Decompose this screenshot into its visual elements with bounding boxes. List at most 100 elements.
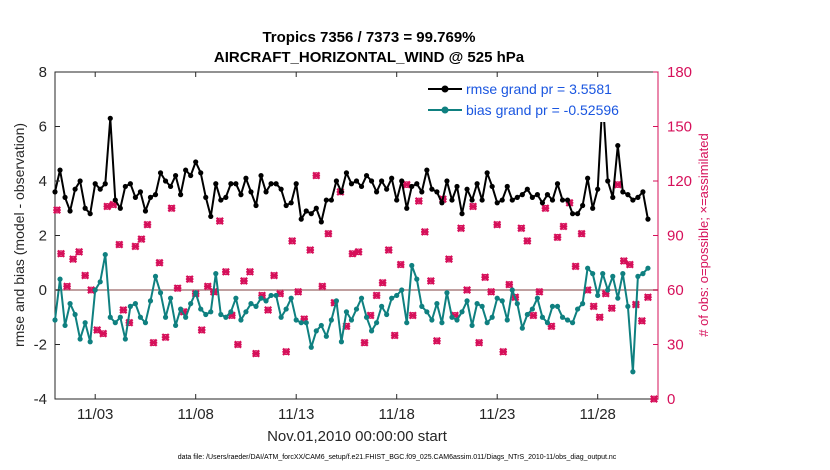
rmse-point (173, 172, 179, 179)
rmse-point (258, 172, 264, 179)
rmse-point (363, 172, 370, 179)
rmse-point (580, 202, 586, 209)
rmse-point (353, 178, 360, 184)
bias-point (414, 276, 420, 282)
obs-assimilated-marker (517, 224, 526, 233)
obs-assimilated-marker (396, 260, 405, 269)
rmse-point (298, 216, 304, 222)
obs-assimilated-marker (99, 329, 108, 338)
rmse-point (318, 219, 324, 225)
obs-assimilated-marker (173, 284, 182, 293)
rmse-point (278, 186, 284, 192)
x-tick-label: 11/13 (278, 406, 314, 423)
obs-assimilated-marker (523, 236, 532, 245)
bias-point (92, 287, 98, 293)
rmse-point (519, 192, 525, 198)
rmse-point (635, 194, 641, 200)
rmse-point (494, 200, 500, 206)
bias-point (333, 298, 339, 304)
obs-assimilated-marker (282, 347, 291, 356)
rmse-point (67, 208, 73, 214)
rmse-point (429, 186, 435, 192)
obs-assimilated-marker (306, 246, 315, 255)
rmse-point (213, 181, 219, 187)
y-axis-right-label: # of obs: o=possible; ×=assimilated (696, 133, 711, 336)
rmse-point (469, 197, 475, 203)
obs-assimilated-marker (119, 306, 128, 314)
rmse-point (188, 172, 194, 179)
rmse-point (82, 205, 88, 211)
y-tick-label: -4 (34, 391, 47, 408)
rmse-point (404, 205, 410, 211)
obs-assimilated-marker (215, 216, 224, 225)
bias-point (645, 265, 651, 271)
rmse-point (328, 197, 334, 203)
chart-title: Tropics 7356 / 7373 = 99.769% (262, 29, 475, 46)
bias-point (439, 320, 445, 326)
bias-point (218, 311, 224, 318)
obs-assimilated-marker (637, 316, 646, 325)
rmse-point (399, 178, 405, 184)
bias-point (494, 295, 500, 301)
bias-point (399, 287, 405, 293)
obs-assimilated-marker (312, 171, 321, 180)
obs-assimilated-marker (93, 325, 102, 334)
rmse-point (620, 189, 626, 195)
bias-point (620, 271, 626, 277)
rmse-point (203, 194, 209, 200)
rmse-point (218, 197, 224, 203)
rmse-point (147, 194, 154, 200)
obs-assimilated-marker (469, 202, 478, 211)
bias-point (564, 317, 571, 323)
bias-point (323, 333, 329, 339)
bias-point (449, 314, 455, 320)
rmse-point (499, 197, 505, 203)
rmse-point (559, 197, 566, 203)
obs-assimilated-marker (197, 325, 206, 334)
rmse-point (625, 192, 631, 198)
bias-point (454, 317, 460, 323)
rmse-point (569, 211, 576, 217)
y-right-tick-label: 150 (667, 119, 692, 136)
rmse-point (142, 208, 149, 214)
obs-assimilated-marker (131, 242, 140, 251)
x-tick-label: 11/08 (177, 406, 213, 423)
rmse-point (379, 178, 385, 184)
obs-assimilated-marker (432, 336, 441, 345)
obs-assimilated-marker (426, 276, 435, 285)
obs-assimilated-marker (203, 282, 212, 291)
rmse-point (479, 197, 485, 203)
obs-assimilated-marker (541, 204, 550, 213)
bias-point (173, 322, 179, 329)
bias-point (162, 314, 169, 320)
rmse-point (414, 181, 420, 187)
bias-point (363, 314, 370, 320)
bias-point (544, 320, 551, 326)
bias-point (223, 314, 229, 320)
bias-point (514, 301, 520, 307)
bias-point (137, 314, 144, 320)
bias-point (474, 301, 480, 307)
obs-assimilated-marker (402, 180, 411, 189)
bias-point (203, 311, 209, 318)
rmse-point (564, 197, 571, 203)
bias-point (595, 292, 601, 299)
rmse-point (263, 189, 269, 195)
obs-assimilated-marker (69, 255, 78, 264)
bias-point (152, 273, 159, 279)
bias-point (248, 301, 254, 307)
rmse-point (630, 197, 636, 203)
bias-point (625, 303, 631, 309)
bias-point (419, 303, 425, 309)
bias-point (569, 320, 576, 326)
bias-point (107, 314, 113, 320)
bias-point (87, 339, 93, 345)
obs-assimilated-marker (619, 256, 628, 265)
bias-point (268, 292, 274, 299)
rmse-point (107, 115, 113, 121)
obs-assimilated-marker (559, 222, 568, 231)
bias-point (434, 301, 440, 307)
bias-point (303, 320, 309, 326)
bias-point (368, 328, 375, 334)
obs-assimilated-marker (505, 280, 514, 289)
